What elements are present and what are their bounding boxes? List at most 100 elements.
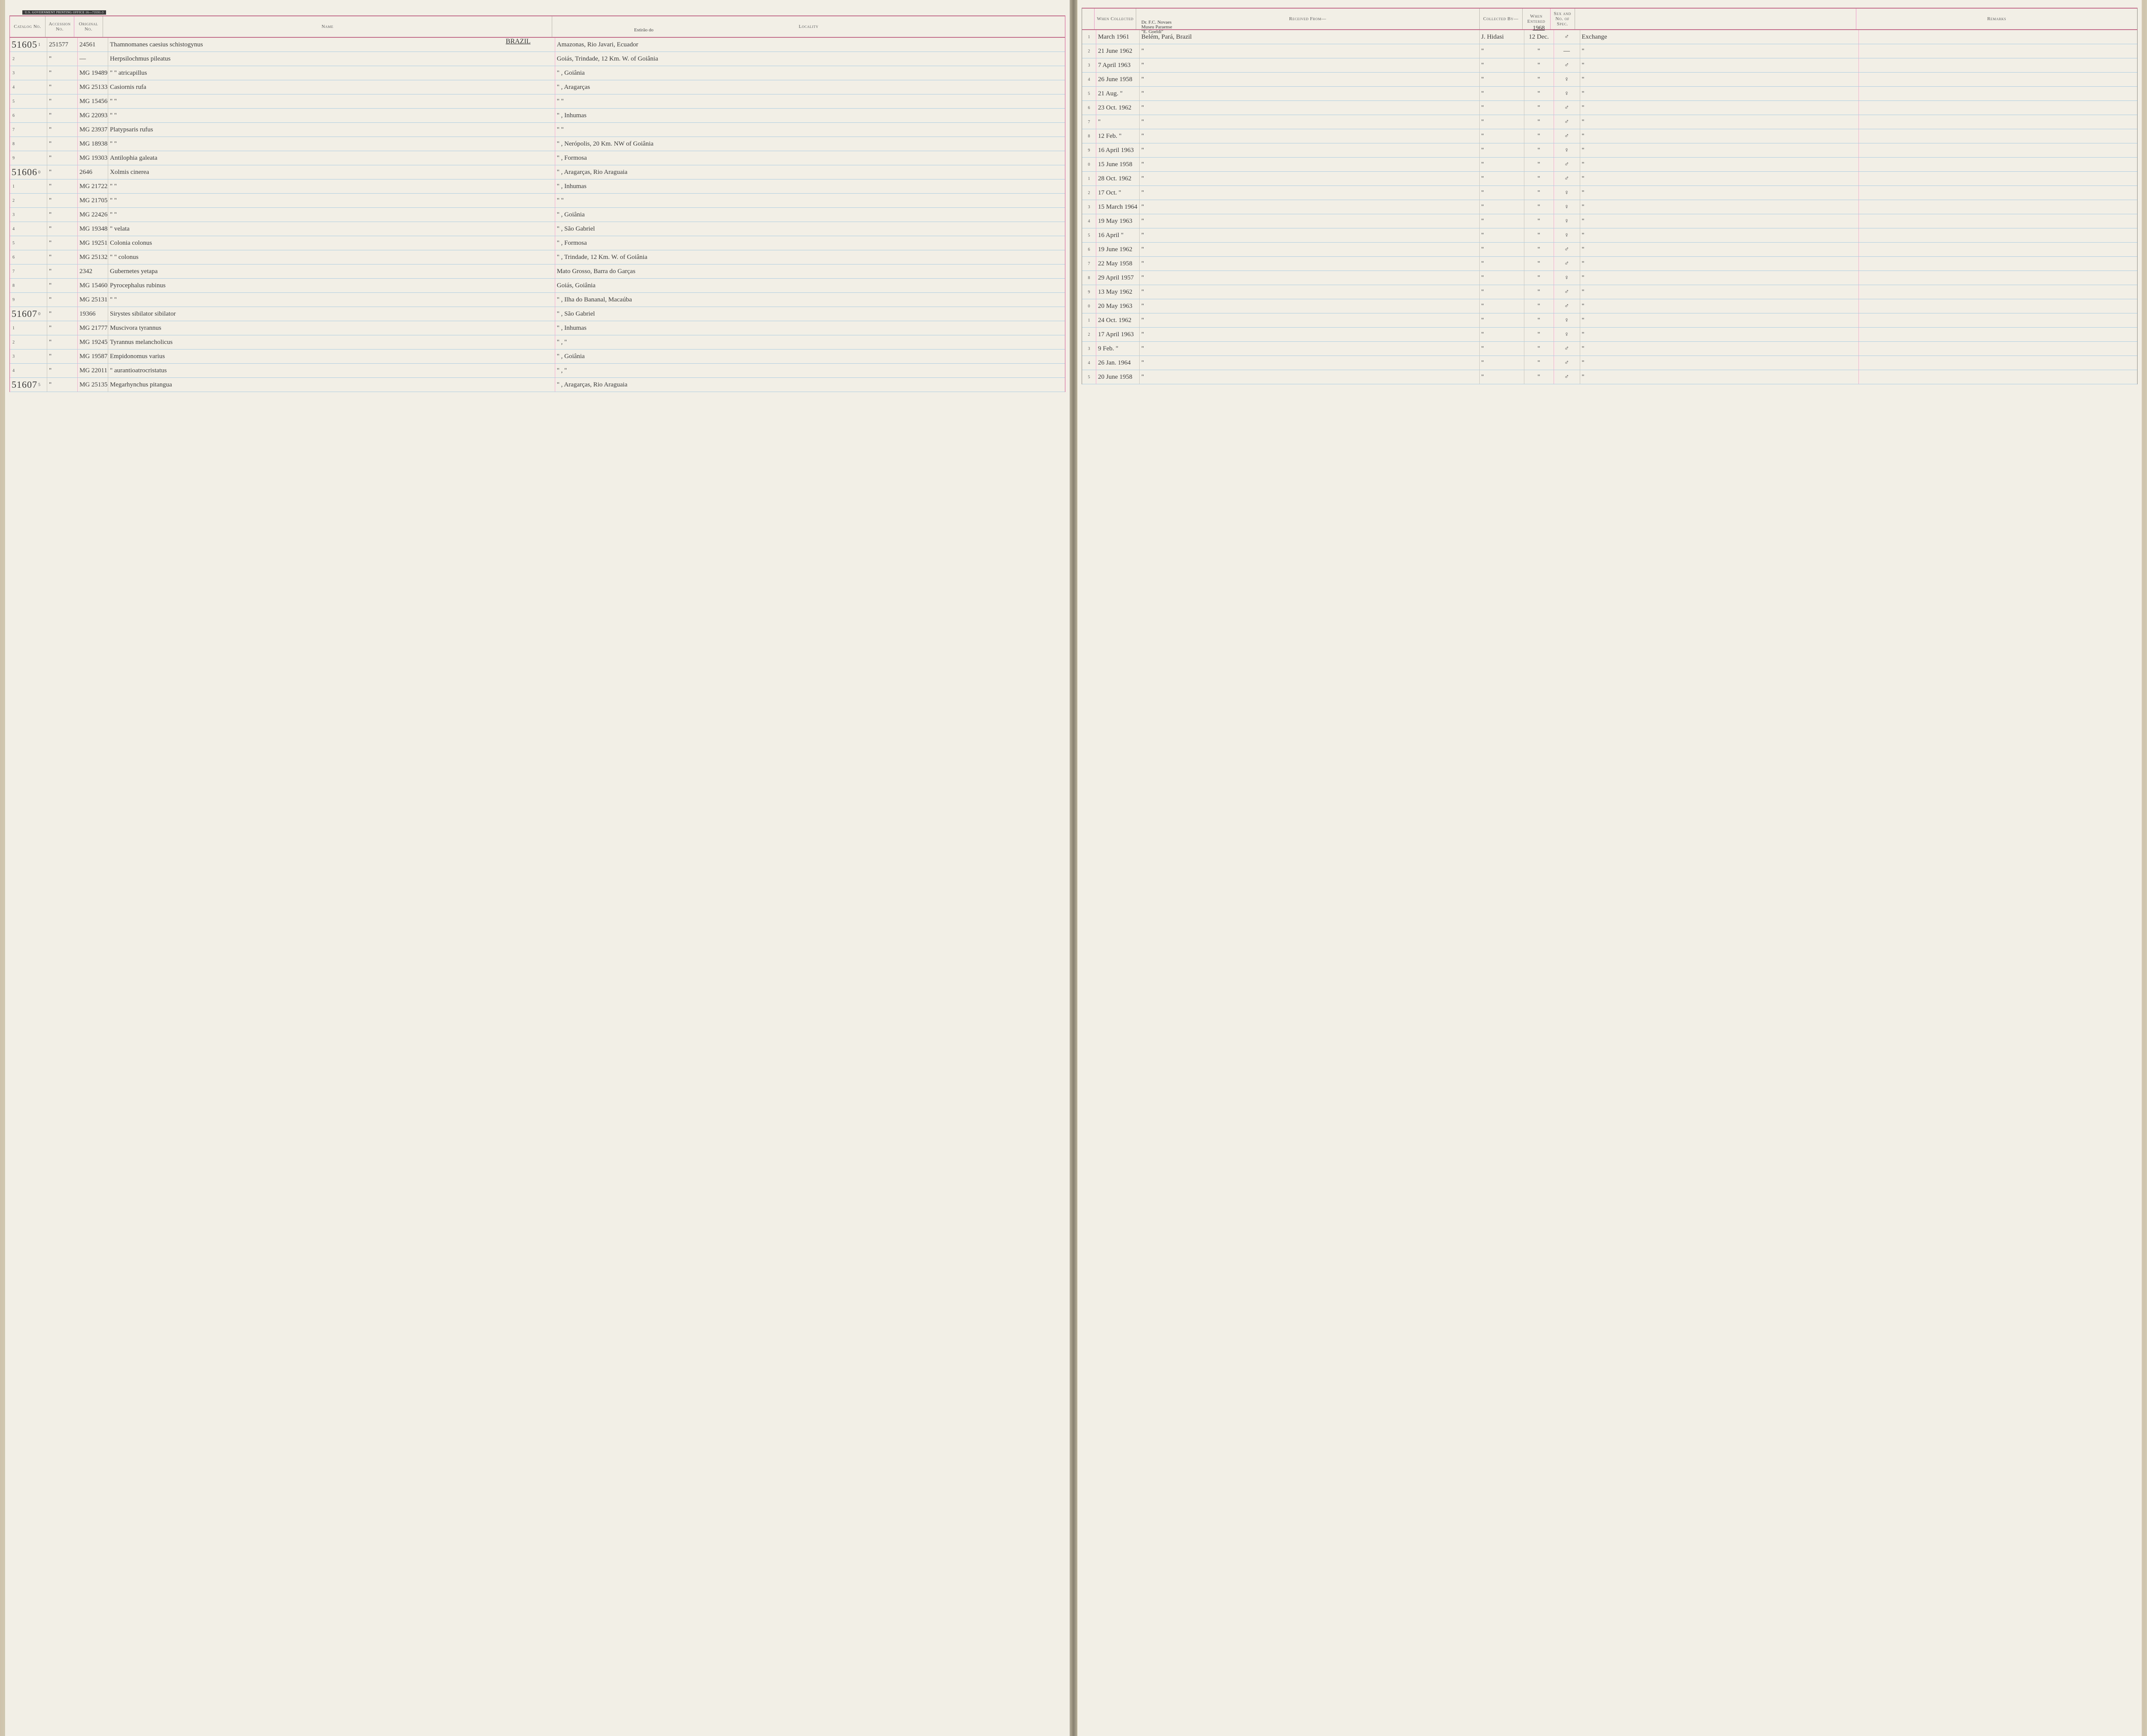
- table-row: 221 June 1962"""—": [1082, 44, 2137, 58]
- cell-collected-by: ": [1480, 200, 1524, 214]
- cell-collected-by: ": [1480, 313, 1524, 327]
- cell-received-from: ": [1140, 285, 1480, 299]
- cell-remarks: [1859, 299, 2137, 313]
- hdr-sub: [1082, 9, 1095, 29]
- cell-sub: 1: [1082, 313, 1096, 327]
- cell-when-collected: 20 May 1963: [1096, 299, 1140, 313]
- cell-remarks: [1859, 356, 2137, 370]
- cell-extra: ": [1580, 214, 1859, 228]
- country-heading: BRAZIL: [506, 38, 531, 46]
- cell-accession: ": [47, 123, 78, 137]
- table-row: 619 June 1962"""♂": [1082, 243, 2137, 257]
- cell-catalog: 3: [10, 350, 47, 363]
- cell-extra: ": [1580, 243, 1859, 256]
- cell-when-collected: 12 Feb. ": [1096, 129, 1140, 143]
- cell-catalog: 9: [10, 293, 47, 307]
- cell-name: " ": [108, 179, 555, 193]
- cell-catalog: 2: [10, 335, 47, 349]
- cell-accession: ": [47, 109, 78, 122]
- page-edge-right: [2142, 0, 2147, 1736]
- cell-when-collected: 17 Oct. ": [1096, 186, 1140, 200]
- cell-remarks: [1859, 143, 2137, 157]
- cell-name: Megarhynchus pitangua: [108, 378, 555, 392]
- cell-accession: ": [47, 265, 78, 278]
- cell-locality: " , Goiânia: [555, 350, 1065, 363]
- cell-name: Muscivora tyrannus: [108, 321, 555, 335]
- cell-extra: ": [1580, 257, 1859, 271]
- cell-extra: ": [1580, 101, 1859, 115]
- cell-name: " aurantioatrocristatus: [108, 364, 555, 377]
- cell-extra: ": [1580, 370, 1859, 384]
- catalog-sub: 8: [12, 142, 15, 146]
- catalog-sub: 9: [12, 156, 15, 161]
- cell-remarks: [1859, 313, 2137, 327]
- cell-catalog: 516070: [10, 307, 47, 321]
- cell-extra: ": [1580, 87, 1859, 100]
- cell-sex: ♂: [1554, 370, 1580, 384]
- table-row: 4"MG 25133Casiornis rufa" , Aragarças: [10, 80, 1065, 94]
- cell-original: MG 18938: [78, 137, 108, 151]
- cell-received-from: ": [1140, 243, 1480, 256]
- cell-original: MG 25132: [78, 250, 108, 264]
- cell-locality: " , Inhumas: [555, 179, 1065, 193]
- cell-when-entered: ": [1524, 44, 1554, 58]
- catalog-sub: 2: [12, 57, 15, 61]
- cell-name: Thamnomanes caesius schistogynus: [108, 38, 555, 52]
- cell-received-from: ": [1140, 87, 1480, 100]
- cell-when-collected: 15 June 1958: [1096, 158, 1140, 171]
- page-edge-left: [0, 0, 5, 1736]
- cell-accession: ": [47, 80, 78, 94]
- cell-received-from: ": [1140, 158, 1480, 171]
- cell-when-collected: 15 March 1964: [1096, 200, 1140, 214]
- cell-remarks: [1859, 44, 2137, 58]
- catalog-sub: 8: [12, 283, 15, 288]
- cell-locality: " , ": [555, 364, 1065, 377]
- cell-received-from: ": [1140, 143, 1480, 157]
- cell-locality: " , ": [555, 335, 1065, 349]
- table-row: 51605125157724561Thamnomanes caesius sch…: [10, 38, 1065, 52]
- cell-catalog: 8: [10, 279, 47, 292]
- ledger-book: U.S. GOVERNMENT PRINTING OFFICE 16—73591…: [0, 0, 2147, 1736]
- cell-collected-by: ": [1480, 299, 1524, 313]
- catalog-sub: 1: [38, 43, 40, 47]
- cell-sex: ♂: [1554, 58, 1580, 72]
- catalog-sub: 9: [12, 298, 15, 302]
- cell-extra: ": [1580, 115, 1859, 129]
- cell-original: 2646: [78, 165, 108, 179]
- table-row: 7""""♂": [1082, 115, 2137, 129]
- table-row: 217 April 1963"""♀": [1082, 328, 2137, 342]
- catalog-sub: 5: [12, 99, 15, 104]
- cell-sex: ♂: [1554, 172, 1580, 185]
- cell-collected-by: ": [1480, 186, 1524, 200]
- cell-locality: " , Formosa: [555, 151, 1065, 165]
- cell-collected-by: ": [1480, 342, 1524, 356]
- cell-when-entered: ": [1524, 129, 1554, 143]
- cell-when-entered: ": [1524, 271, 1554, 285]
- table-row: 3"MG 19489" " atricapillus" , Goiânia: [10, 66, 1065, 80]
- cell-extra: ": [1580, 58, 1859, 72]
- catalog-sub: 2: [12, 340, 15, 345]
- cell-sub: 7: [1082, 115, 1096, 129]
- cell-when-collected: 19 May 1963: [1096, 214, 1140, 228]
- cell-when-collected: 26 Jan. 1964: [1096, 356, 1140, 370]
- cell-accession: ": [47, 250, 78, 264]
- cell-remarks: [1859, 101, 2137, 115]
- table-row: 4"MG 22011" aurantioatrocristatus" , ": [10, 364, 1065, 378]
- cell-remarks: [1859, 342, 2137, 356]
- cell-original: MG 25131: [78, 293, 108, 307]
- cell-original: MG 19245: [78, 335, 108, 349]
- catalog-sub: 1: [12, 184, 15, 189]
- cell-name: Pyrocephalus rubinus: [108, 279, 555, 292]
- hdr-catalog: Catalog No.: [10, 16, 46, 37]
- cell-name: Casiornis rufa: [108, 80, 555, 94]
- hdr-original: Original No.: [74, 16, 103, 37]
- cell-name: Sirystes sibilator sibilator: [108, 307, 555, 321]
- cell-when-entered: ": [1524, 342, 1554, 356]
- cell-received-from: ": [1140, 299, 1480, 313]
- cell-when-entered: ": [1524, 172, 1554, 185]
- locality-subhead: Estirão do: [634, 27, 654, 33]
- cell-received-from: ": [1140, 129, 1480, 143]
- cell-when-entered: ": [1524, 73, 1554, 86]
- table-row: 37 April 1963"""♂": [1082, 58, 2137, 73]
- table-row: 2"—Herpsilochmus pileatusGoiás, Trindade…: [10, 52, 1065, 66]
